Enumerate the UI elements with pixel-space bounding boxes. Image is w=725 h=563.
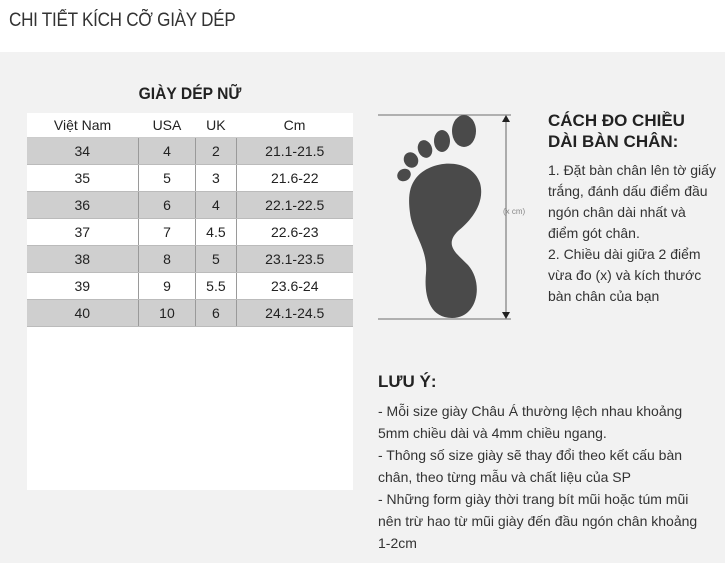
table-cell: 40 xyxy=(27,299,139,327)
step-item: 2. Chiều dài giữa 2 điểm vừa đo (x) và k… xyxy=(548,246,702,304)
table-cell: 6 xyxy=(137,191,196,219)
note-item: - Thông số size giày sẽ thay đổi theo kế… xyxy=(378,447,683,485)
note-item: - Mỗi size giày Châu Á thường lệch nhau … xyxy=(378,403,683,441)
table-cell: 10 xyxy=(137,299,196,327)
table-cell: 9 xyxy=(137,272,196,300)
table-cell: 21.6-22 xyxy=(235,164,353,192)
table-row: 38 8 5 23.1-23.5 xyxy=(27,245,353,273)
table-cell: 21.1-21.5 xyxy=(235,137,353,165)
table-cell: 6 xyxy=(195,299,236,327)
table-cell: 38 xyxy=(27,245,139,273)
table-cell: 22.6-23 xyxy=(235,218,353,246)
table-cell: 34 xyxy=(27,137,139,165)
column-header: Việt Nam xyxy=(27,113,139,138)
table-row: 34 4 2 21.1-21.5 xyxy=(27,137,353,165)
how-to-heading: CÁCH ĐO CHIỀU DÀI BÀN CHÂN: xyxy=(548,111,685,151)
table-cell: 39 xyxy=(27,272,139,300)
table-cell: 23.6-24 xyxy=(235,272,353,300)
table-cell: 4 xyxy=(195,191,236,219)
column-header: UK xyxy=(195,113,236,138)
table-cell: 35 xyxy=(27,164,139,192)
table-row: 39 9 5.5 23.6-24 xyxy=(27,272,353,300)
table-cell: 2 xyxy=(195,137,236,165)
table-cell: 23.1-23.5 xyxy=(235,245,353,273)
column-header: Cm xyxy=(236,113,353,138)
table-cell: 4 xyxy=(137,137,196,165)
table-row: 35 5 3 21.6-22 xyxy=(27,164,353,192)
notes-heading: LƯU Ý: xyxy=(378,372,437,391)
table-cell: 7 xyxy=(137,218,196,246)
size-table-container: Việt Nam USA UK Cm 34 4 2 21.1-21.5 35 5 3 21.6-22… xyxy=(27,113,353,490)
table-cell: 37 xyxy=(27,218,139,246)
footprint-icon xyxy=(378,114,511,320)
table-cell: 22.1-22.5 xyxy=(235,191,353,219)
table-row: 40 10 6 24.1-24.5 xyxy=(27,299,353,327)
table-row: 36 6 4 22.1-22.5 xyxy=(27,191,353,219)
table-cell: 8 xyxy=(137,245,196,273)
measure-label: (x cm) xyxy=(503,207,526,216)
table-row: 37 7 4.5 22.6-23 xyxy=(27,218,353,246)
note-item: - Những form giày thời trang bít mũi hoặ… xyxy=(378,491,698,551)
page-title: CHI TIẾT KÍCH CỠ GIÀY DÉP xyxy=(9,10,236,31)
column-header: USA xyxy=(138,113,196,138)
size-table: Việt Nam USA UK Cm 34 4 2 21.1-21.5 35 5 3 21.6-22… xyxy=(27,113,353,327)
how-to-steps: 1. Đặt bàn chân lên tờ giấy trắng, đánh … xyxy=(548,160,718,307)
table-title: GIÀY DÉP NỮ xyxy=(138,84,242,103)
table-cell: 24.1-24.5 xyxy=(235,299,353,327)
step-item: 1. Đặt bàn chân lên tờ giấy trắng, đánh … xyxy=(548,162,716,241)
table-cell: 5 xyxy=(195,245,236,273)
table-cell: 36 xyxy=(27,191,139,219)
table-cell: 5.5 xyxy=(195,272,236,300)
table-cell: 4.5 xyxy=(195,218,236,246)
notes-list: - Mỗi size giày Châu Á thường lệch nhau … xyxy=(378,400,708,554)
table-cell: 5 xyxy=(137,164,196,192)
table-cell: 3 xyxy=(195,164,236,192)
